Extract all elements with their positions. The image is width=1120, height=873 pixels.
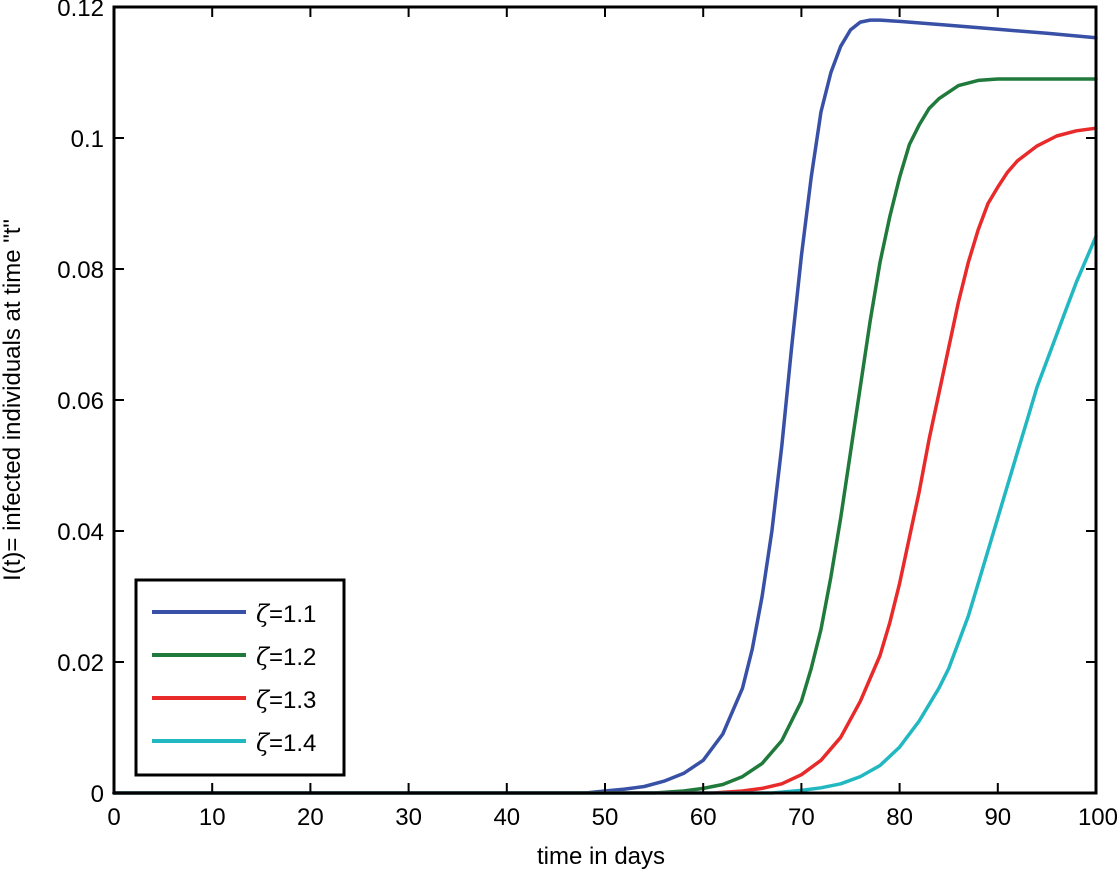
series-line-2	[112, 77, 1098, 795]
x-tick-label-7: 70	[788, 804, 815, 831]
x-axis-title: time in days	[537, 843, 665, 870]
legend-symbol-3: ζ	[256, 686, 271, 714]
x-tick-label-0: 0	[107, 804, 120, 831]
legend-entries: ζ=1.1ζ=1.2ζ=1.3ζ=1.4	[152, 600, 316, 757]
x-tick-label-1: 10	[199, 804, 226, 831]
legend-symbol-1: ζ	[256, 600, 271, 628]
y-tick-label-3: 0.06	[57, 388, 104, 415]
y-axis-title: I(t)= infected individuals at time "t"	[0, 219, 26, 581]
y-tick-label-6: 0.12	[57, 0, 104, 22]
series-layer	[112, 18, 1098, 795]
legend-label-3: ζ=1.3	[256, 686, 316, 714]
legend-value-4: =1.4	[269, 730, 316, 757]
legend-value-3: =1.3	[269, 687, 316, 714]
y-tick-label-4: 0.08	[57, 257, 104, 284]
legend-symbol-2: ζ	[256, 643, 271, 671]
x-tick-label-4: 40	[493, 804, 520, 831]
x-tick-label-3: 30	[395, 804, 422, 831]
legend-value-1: =1.1	[269, 601, 316, 628]
series-line-4	[112, 234, 1098, 795]
y-tick-label-0: 0	[91, 781, 104, 808]
legend: ζ=1.1ζ=1.2ζ=1.3ζ=1.4	[134, 578, 346, 777]
series-line-3	[112, 126, 1098, 795]
y-tick-label-5: 0.1	[71, 126, 104, 153]
y-tick-label-1: 0.02	[57, 650, 104, 677]
x-tick-label-8: 80	[886, 804, 913, 831]
legend-symbol-4: ζ	[256, 729, 271, 757]
x-tick-label-9: 90	[984, 804, 1011, 831]
ticks-layer	[113, 6, 1097, 794]
legend-value-2: =1.2	[269, 644, 316, 671]
tick-labels-layer: 0 10 20 30 40 50 60 70 80 90 100 0 0.02 0.04 0.06 0.08 0…	[57, 0, 1118, 831]
legend-label-2: ζ=1.2	[256, 643, 316, 671]
series-line-1	[112, 18, 1098, 795]
legend-label-4: ζ=1.4	[256, 729, 316, 757]
y-tick-label-2: 0.04	[57, 519, 104, 546]
x-tick-label-2: 20	[297, 804, 324, 831]
x-tick-label-10: 100	[1078, 804, 1118, 831]
x-tick-label-5: 50	[592, 804, 619, 831]
legend-label-1: ζ=1.1	[256, 600, 316, 628]
x-tick-label-6: 60	[690, 804, 717, 831]
